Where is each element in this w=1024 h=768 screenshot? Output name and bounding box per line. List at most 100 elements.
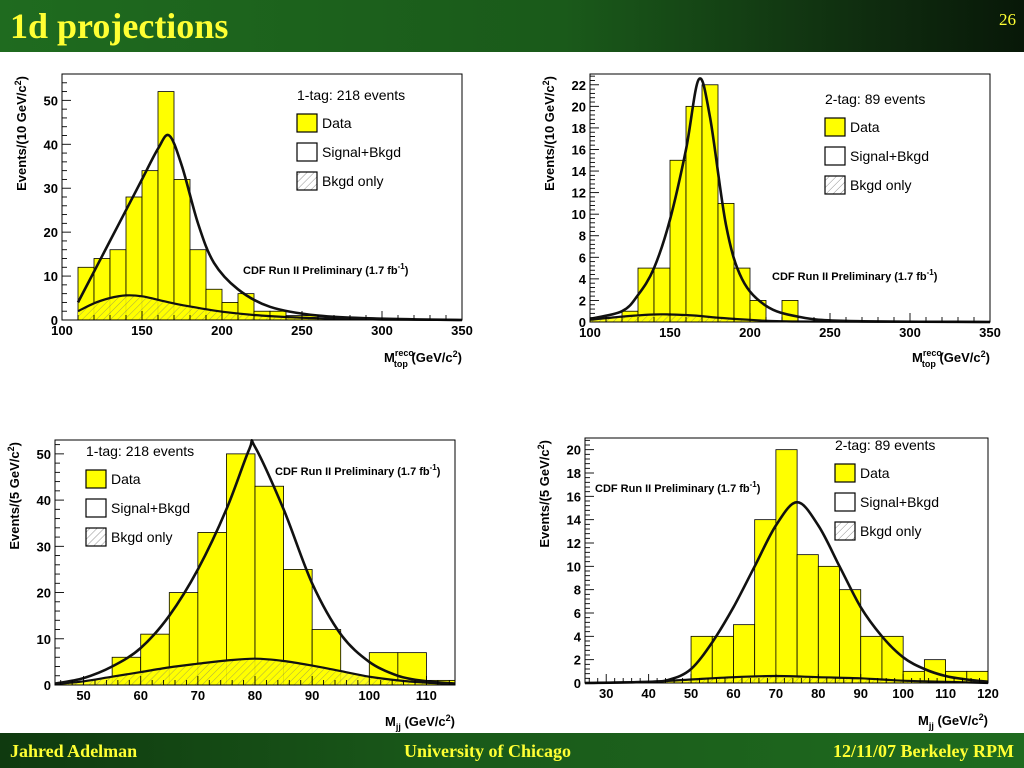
y-tick-label: 6 bbox=[574, 606, 581, 621]
y-tick-label: 0 bbox=[574, 676, 581, 691]
title-bar: 1d projections 26 bbox=[0, 0, 1024, 52]
y-axis-label: Events/(10 GeV/c2) bbox=[541, 76, 557, 191]
y-tick-label: 10 bbox=[567, 559, 581, 574]
y-tick-label: 4 bbox=[574, 629, 582, 644]
x-tick-label: 300 bbox=[899, 325, 921, 340]
x-tick-label: 200 bbox=[211, 323, 233, 338]
data-bar bbox=[817, 565, 840, 684]
slide-title: 1d projections bbox=[10, 6, 229, 46]
legend-label: Data bbox=[111, 471, 141, 487]
legend-label: Bkgd only bbox=[322, 173, 383, 189]
x-tick-label: 120 bbox=[977, 686, 999, 701]
legend-swatch bbox=[296, 142, 318, 162]
y-tick-label: 8 bbox=[574, 583, 581, 598]
y-axis-label: Events/(5 GeV/c2) bbox=[6, 442, 22, 550]
legend-label: Data bbox=[322, 115, 352, 131]
legend-swatch bbox=[834, 521, 856, 541]
x-tick-label: 100 bbox=[358, 688, 380, 703]
bkgd-area bbox=[55, 658, 455, 685]
y-tick-label: 50 bbox=[37, 447, 51, 462]
y-tick-label: 2 bbox=[579, 293, 586, 308]
cdf-preliminary-label: CDF Run II Preliminary (1.7 fb-1) bbox=[275, 463, 441, 478]
x-tick-label: 80 bbox=[248, 688, 262, 703]
y-tick-label: 22 bbox=[572, 78, 586, 93]
legend-swatch bbox=[824, 146, 846, 166]
chart-mtop-1tag: 100 150 200 250 300 350 0 10 20 30 40 50 Events/(10 … bbox=[13, 73, 473, 369]
x-tick-label: 100 bbox=[579, 325, 601, 340]
x-tick-label: 110 bbox=[416, 688, 437, 703]
cdf-preliminary-label: CDF Run II Preliminary (1.7 fb-1) bbox=[595, 480, 761, 495]
x-tick-label: 50 bbox=[684, 686, 698, 701]
y-tick-label: 40 bbox=[44, 137, 58, 152]
x-axis-label: Mreco top (GeV/c2) bbox=[912, 348, 990, 369]
y-tick-label: 10 bbox=[37, 632, 51, 647]
y-tick-label: 14 bbox=[572, 164, 587, 179]
signal-bkgd-curve bbox=[76, 133, 463, 322]
x-tick-label: 90 bbox=[854, 686, 868, 701]
y-axis-label: Events/(10 GeV/c2) bbox=[13, 76, 29, 191]
legend-title: 1-tag: 218 events bbox=[297, 87, 405, 103]
bkgd-area bbox=[585, 676, 988, 683]
y-tick-label: 40 bbox=[37, 493, 51, 508]
x-tick-label: 60 bbox=[726, 686, 740, 701]
y-tick-label: 20 bbox=[44, 225, 58, 240]
x-tick-label: 30 bbox=[599, 686, 613, 701]
x-tick-label: 200 bbox=[739, 325, 761, 340]
x-tick-label: 50 bbox=[76, 688, 90, 703]
x-axis-label: Mjj (GeV/c2) bbox=[385, 713, 455, 732]
y-tick-label: 18 bbox=[567, 466, 581, 481]
bkgd-area bbox=[590, 314, 990, 322]
legend-label: Signal+Bkgd bbox=[850, 148, 929, 164]
legend-label: Signal+Bkgd bbox=[860, 494, 939, 510]
y-tick-label: 20 bbox=[567, 443, 581, 458]
data-bar bbox=[157, 91, 175, 321]
x-tick-label: 150 bbox=[131, 323, 153, 338]
chart-mtop-2tag: 100 150 200 250 300 350 0 2 4 6 8 10 12 14 16 18 20 22 Eve… bbox=[541, 73, 1001, 369]
legend-swatch bbox=[85, 527, 107, 547]
legend-title: 2-tag: 89 events bbox=[835, 437, 935, 453]
data-bar bbox=[690, 635, 713, 684]
x-tick-label: 90 bbox=[305, 688, 319, 703]
legend-label: Signal+Bkgd bbox=[322, 144, 401, 160]
bkgd-only-curve bbox=[54, 657, 456, 686]
y-tick-label: 18 bbox=[572, 121, 586, 136]
chart-mjj-2tag: 30 40 50 60 70 80 90 100 110 120 0 2 4 6 8 10 12 14 16 18 20… bbox=[536, 437, 999, 731]
x-tick-label: 100 bbox=[892, 686, 914, 701]
x-tick-label: 250 bbox=[291, 323, 313, 338]
y-tick-label: 10 bbox=[44, 269, 58, 284]
y-tick-label: 30 bbox=[44, 181, 58, 196]
legend-swatch bbox=[85, 469, 107, 489]
y-tick-label: 16 bbox=[567, 489, 581, 504]
y-tick-label: 0 bbox=[44, 678, 51, 693]
footer-institution: University of Chicago bbox=[404, 741, 571, 761]
legend-title: 1-tag: 218 events bbox=[86, 443, 194, 459]
footer-bar: Jahred Adelman University of Chicago 12/… bbox=[0, 733, 1024, 768]
y-tick-label: 20 bbox=[37, 586, 51, 601]
x-tick-label: 80 bbox=[811, 686, 825, 701]
data-bar bbox=[781, 300, 799, 323]
data-bar bbox=[796, 554, 819, 684]
legend-label: Data bbox=[850, 119, 880, 135]
legend-swatch bbox=[85, 498, 107, 518]
data-bar bbox=[226, 453, 256, 686]
bkgd-area bbox=[78, 295, 462, 320]
y-tick-label: 10 bbox=[572, 207, 586, 222]
footer-date-event: 12/11/07 Berkeley RPM bbox=[833, 741, 1014, 761]
y-tick-label: 0 bbox=[579, 315, 586, 330]
legend-label: Bkgd only bbox=[860, 523, 921, 539]
legend-title: 2-tag: 89 events bbox=[825, 91, 925, 107]
legend-swatch bbox=[834, 492, 856, 512]
legend-label: Bkgd only bbox=[111, 529, 172, 545]
legend-swatch bbox=[824, 117, 846, 137]
x-axis-label: Mreco top (GeV/c2) bbox=[384, 348, 462, 369]
x-tick-label: 100 bbox=[51, 323, 73, 338]
legend-label: Data bbox=[860, 465, 890, 481]
y-tick-label: 12 bbox=[567, 536, 581, 551]
x-axis-label: Mjj (GeV/c2) bbox=[918, 712, 988, 731]
data-bar bbox=[254, 485, 284, 686]
x-tick-label: 350 bbox=[979, 325, 1001, 340]
y-tick-label: 4 bbox=[579, 272, 587, 287]
y-tick-label: 2 bbox=[574, 653, 581, 668]
legend-swatch bbox=[296, 171, 318, 191]
y-tick-label: 30 bbox=[37, 539, 51, 554]
